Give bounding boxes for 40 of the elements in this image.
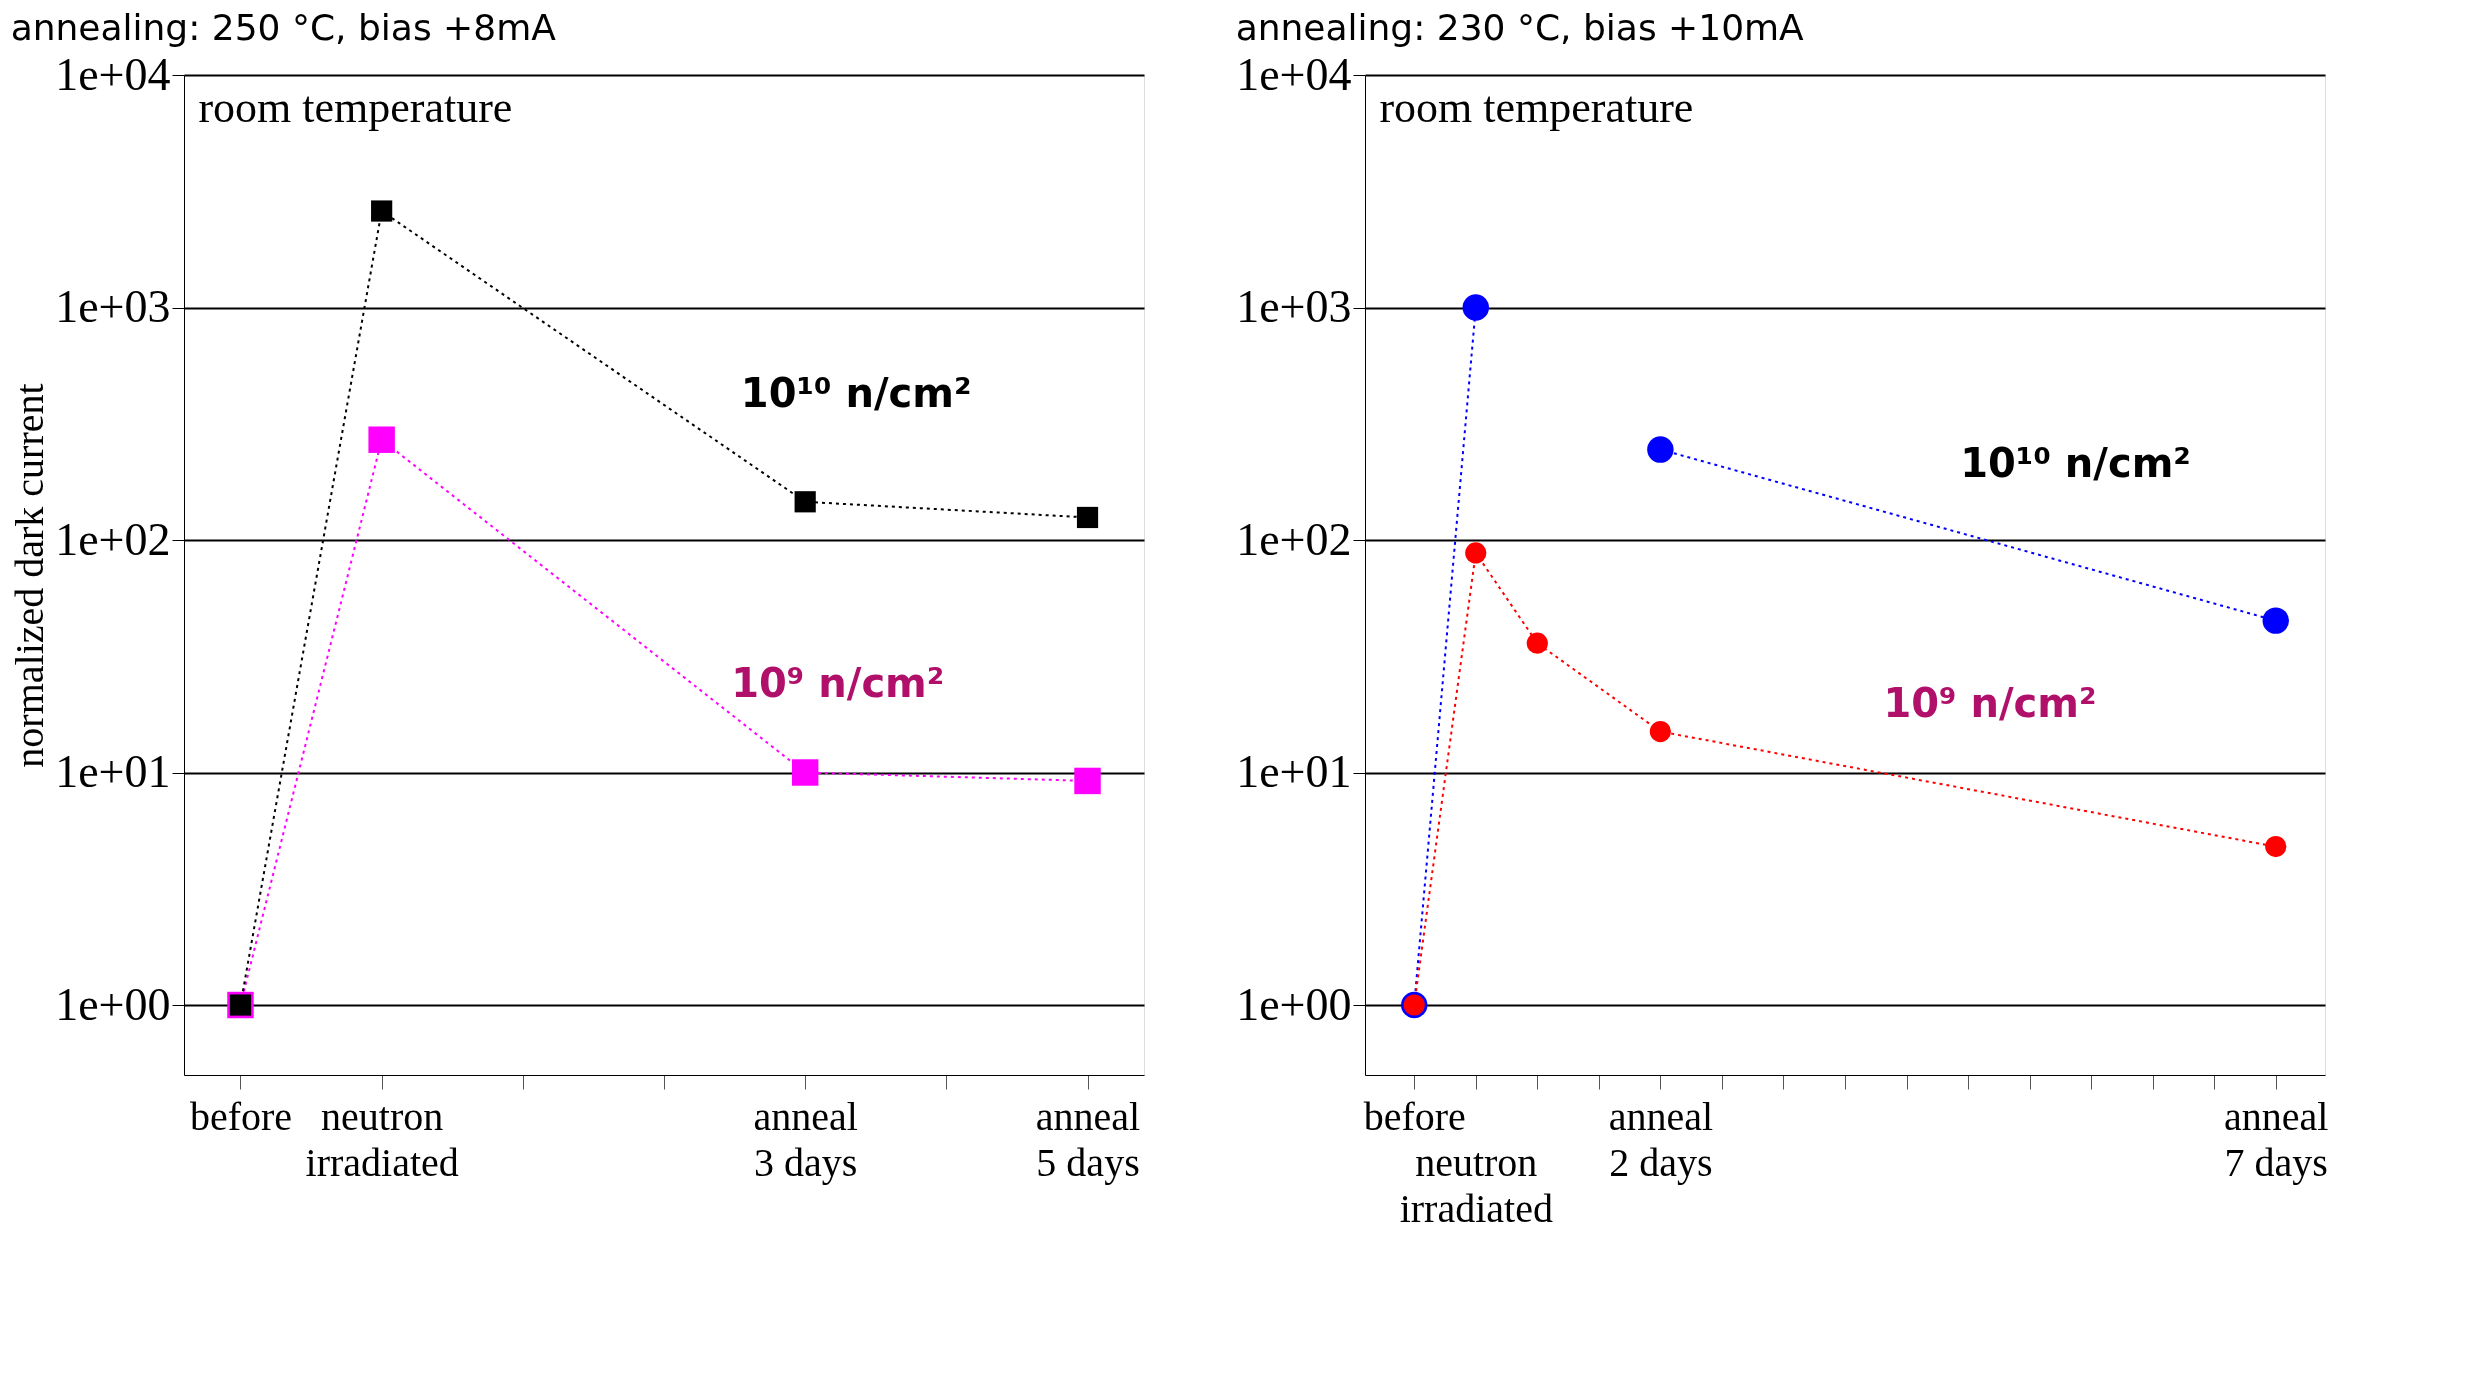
- y-tick-label: 1e+03: [55, 281, 171, 332]
- y-tick-label: 1e+04: [1236, 48, 1352, 100]
- x-tick-label: before: [189, 1093, 293, 1139]
- annotation: room temperature: [198, 83, 513, 132]
- y-tick-label: 1e+01: [1236, 746, 1352, 798]
- y-tick-label: 1e+02: [55, 513, 171, 565]
- x-tick-label: anneal 5 days: [1035, 1093, 1141, 1185]
- annotation: room temperature: [1379, 83, 1694, 132]
- point: [1076, 506, 1099, 529]
- annotation: 10⁹ n/cm²: [1883, 680, 2097, 726]
- chart-title: annealing: 230 °C, bias +10mA: [1235, 7, 1805, 48]
- point: [371, 200, 393, 222]
- point: [1647, 436, 1674, 463]
- point: [1649, 720, 1671, 743]
- y-tick-label: 1e+02: [1236, 513, 1352, 565]
- annotation: 10¹⁰ n/cm²: [740, 370, 972, 416]
- chart-title: annealing: 250 °C, bias +8mA: [10, 7, 557, 48]
- point: [794, 491, 816, 513]
- y-axis-title: normalized dark current: [7, 383, 53, 768]
- point: [1462, 294, 1489, 321]
- y-tick-label: 1e+03: [1236, 281, 1352, 332]
- y-tick-label: 1e+00: [1236, 978, 1352, 1030]
- point: [1074, 767, 1101, 795]
- point: [791, 759, 819, 786]
- x-tick-label: anneal 2 days: [1608, 1093, 1714, 1185]
- annotation: 10¹⁰ n/cm²: [1960, 440, 2191, 486]
- point: [1465, 542, 1487, 564]
- point: [2262, 607, 2289, 634]
- x-tick-label: before: [1363, 1093, 1466, 1139]
- y-tick-label: 1e+04: [55, 48, 171, 100]
- point: [368, 426, 395, 453]
- x-tick-label: neutron irradiated: [305, 1093, 459, 1185]
- point: [1526, 632, 1548, 654]
- x-tick-label: anneal 7 days: [2224, 1093, 2329, 1185]
- y-tick-label: 1e+00: [55, 978, 171, 1030]
- x-tick-label: anneal 3 days: [753, 1093, 858, 1185]
- x-tick-label: neutron irradiated: [1399, 1139, 1553, 1231]
- y-tick-label: 1e+01: [55, 746, 171, 798]
- annotation: 10⁹ n/cm²: [731, 660, 945, 706]
- point: [2265, 836, 2287, 858]
